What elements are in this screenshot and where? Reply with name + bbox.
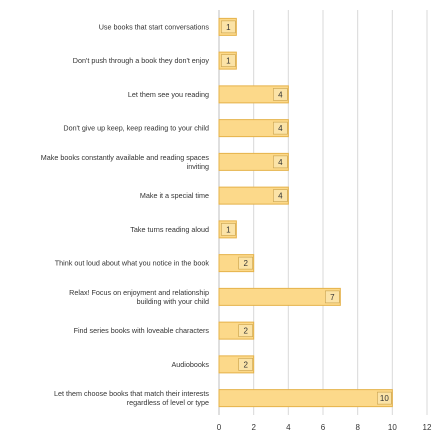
bar (218, 186, 289, 205)
category-label: Let them choose books that match their i… (54, 389, 209, 407)
data-label-box (273, 88, 288, 101)
category-label: Don't give up keep, keep reading to your… (63, 124, 209, 133)
data-label: 1 (226, 23, 231, 32)
grid-lines (218, 10, 428, 415)
category-label: Audiobooks (171, 360, 209, 369)
data-label-box (325, 290, 340, 304)
category-label: Relax! Focus on enjoyment and relationsh… (69, 288, 209, 306)
data-label-box (377, 391, 392, 405)
category-label: Use books that start conversations (99, 22, 210, 31)
category-labels: Use books that start conversations Don't … (41, 22, 210, 407)
data-label-box (273, 121, 288, 135)
data-label-box (273, 155, 288, 169)
data-label: 4 (278, 90, 283, 99)
x-tick-label: 2 (251, 423, 256, 432)
x-tick-label: 4 (286, 423, 291, 432)
data-label-box (238, 358, 253, 371)
data-label-box (238, 256, 253, 270)
data-label-box (221, 20, 236, 34)
x-tick-label: 8 (355, 423, 360, 432)
data-label: 1 (226, 225, 231, 234)
category-label: Don't push through a book they don't enj… (73, 56, 210, 65)
bar (218, 152, 289, 171)
data-label: 4 (278, 192, 283, 201)
data-label-box (221, 223, 236, 236)
data-label-box (221, 54, 236, 67)
bar (218, 119, 289, 138)
category-label: Take turns reading aloud (130, 225, 209, 234)
data-label-box (273, 189, 288, 202)
data-label: 2 (243, 360, 248, 369)
data-label: 10 (380, 394, 389, 403)
data-label: 2 (243, 259, 248, 268)
bar (218, 85, 289, 104)
category-label: Think out loud about what you notice in … (55, 259, 210, 268)
category-label: Make it a special time (140, 191, 209, 200)
category-label: Find series books with loveable characte… (74, 326, 210, 335)
category-label: Make books constantly available and read… (41, 153, 210, 171)
x-tick-labels: 0 2 4 6 8 10 12 (217, 423, 432, 432)
data-label: 2 (243, 327, 248, 336)
bar (218, 287, 341, 306)
category-label: Let them see you reading (128, 90, 209, 99)
data-label-box (238, 324, 253, 337)
x-tick-label: 10 (388, 423, 397, 432)
x-tick-label: 0 (217, 423, 222, 432)
data-label: 4 (278, 124, 283, 133)
bar (218, 389, 393, 408)
data-label: 4 (278, 158, 283, 167)
x-tick-label: 12 (423, 423, 432, 432)
data-label: 1 (226, 57, 231, 66)
x-tick-label: 6 (321, 423, 326, 432)
data-label: 7 (330, 293, 335, 302)
